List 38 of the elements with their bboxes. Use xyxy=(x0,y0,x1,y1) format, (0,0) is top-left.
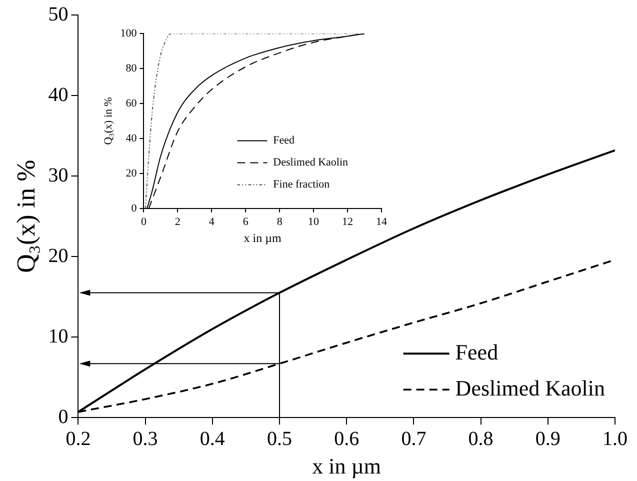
y-tick-label: 40 xyxy=(48,84,68,106)
x-tick-label: 10 xyxy=(308,216,320,228)
y-tick-label: 80 xyxy=(126,62,138,74)
legend-label: Fine fraction xyxy=(273,178,330,191)
x-tick-label: 4 xyxy=(208,216,215,228)
y-tick-label: 60 xyxy=(126,97,138,110)
x-tick-label: 0.5 xyxy=(267,428,292,450)
x-tick-label: 2 xyxy=(174,216,180,228)
x-tick-label: 0.2 xyxy=(66,428,91,450)
legend-label: Deslimed Kaolin xyxy=(273,156,349,169)
x-axis-title: x in µm xyxy=(244,230,282,245)
x-tick-label: 14 xyxy=(376,216,388,228)
legend-label: Feed xyxy=(273,134,296,147)
y-tick-label: 20 xyxy=(126,167,138,180)
x-tick-label: 0.4 xyxy=(200,428,225,450)
y-axis-title: Q₃(x) in % xyxy=(102,97,114,145)
x-tick-label: 0.3 xyxy=(132,428,158,450)
y-axis-title: Q₃(x) in % xyxy=(11,160,40,273)
x-tick-label: 0.6 xyxy=(334,428,360,450)
y-tick-label: 10 xyxy=(48,325,68,348)
x-tick-label: 1.0 xyxy=(602,428,628,450)
x-tick-label: 12 xyxy=(342,216,354,228)
x-tick-label: 8 xyxy=(276,216,283,228)
y-tick-label: 20 xyxy=(48,244,68,267)
y-tick-label: 30 xyxy=(48,164,68,186)
y-tick-label: 40 xyxy=(126,132,138,144)
y-tick-label: 0 xyxy=(58,406,68,428)
x-tick-label: 0 xyxy=(140,216,147,228)
x-axis-title: x in µm xyxy=(312,454,382,479)
x-tick-label: 6 xyxy=(242,216,249,228)
x-tick-label: 0.9 xyxy=(535,428,560,450)
y-tick-label: 50 xyxy=(48,3,68,26)
y-tick-label: 0 xyxy=(131,202,138,214)
x-tick-label: 0.7 xyxy=(401,428,426,450)
legend-label: Deslimed Kaolin xyxy=(455,375,606,400)
y-tick-label: 100 xyxy=(120,27,138,40)
legend-label: Feed xyxy=(455,339,498,364)
x-tick-label: 0.8 xyxy=(468,428,494,450)
